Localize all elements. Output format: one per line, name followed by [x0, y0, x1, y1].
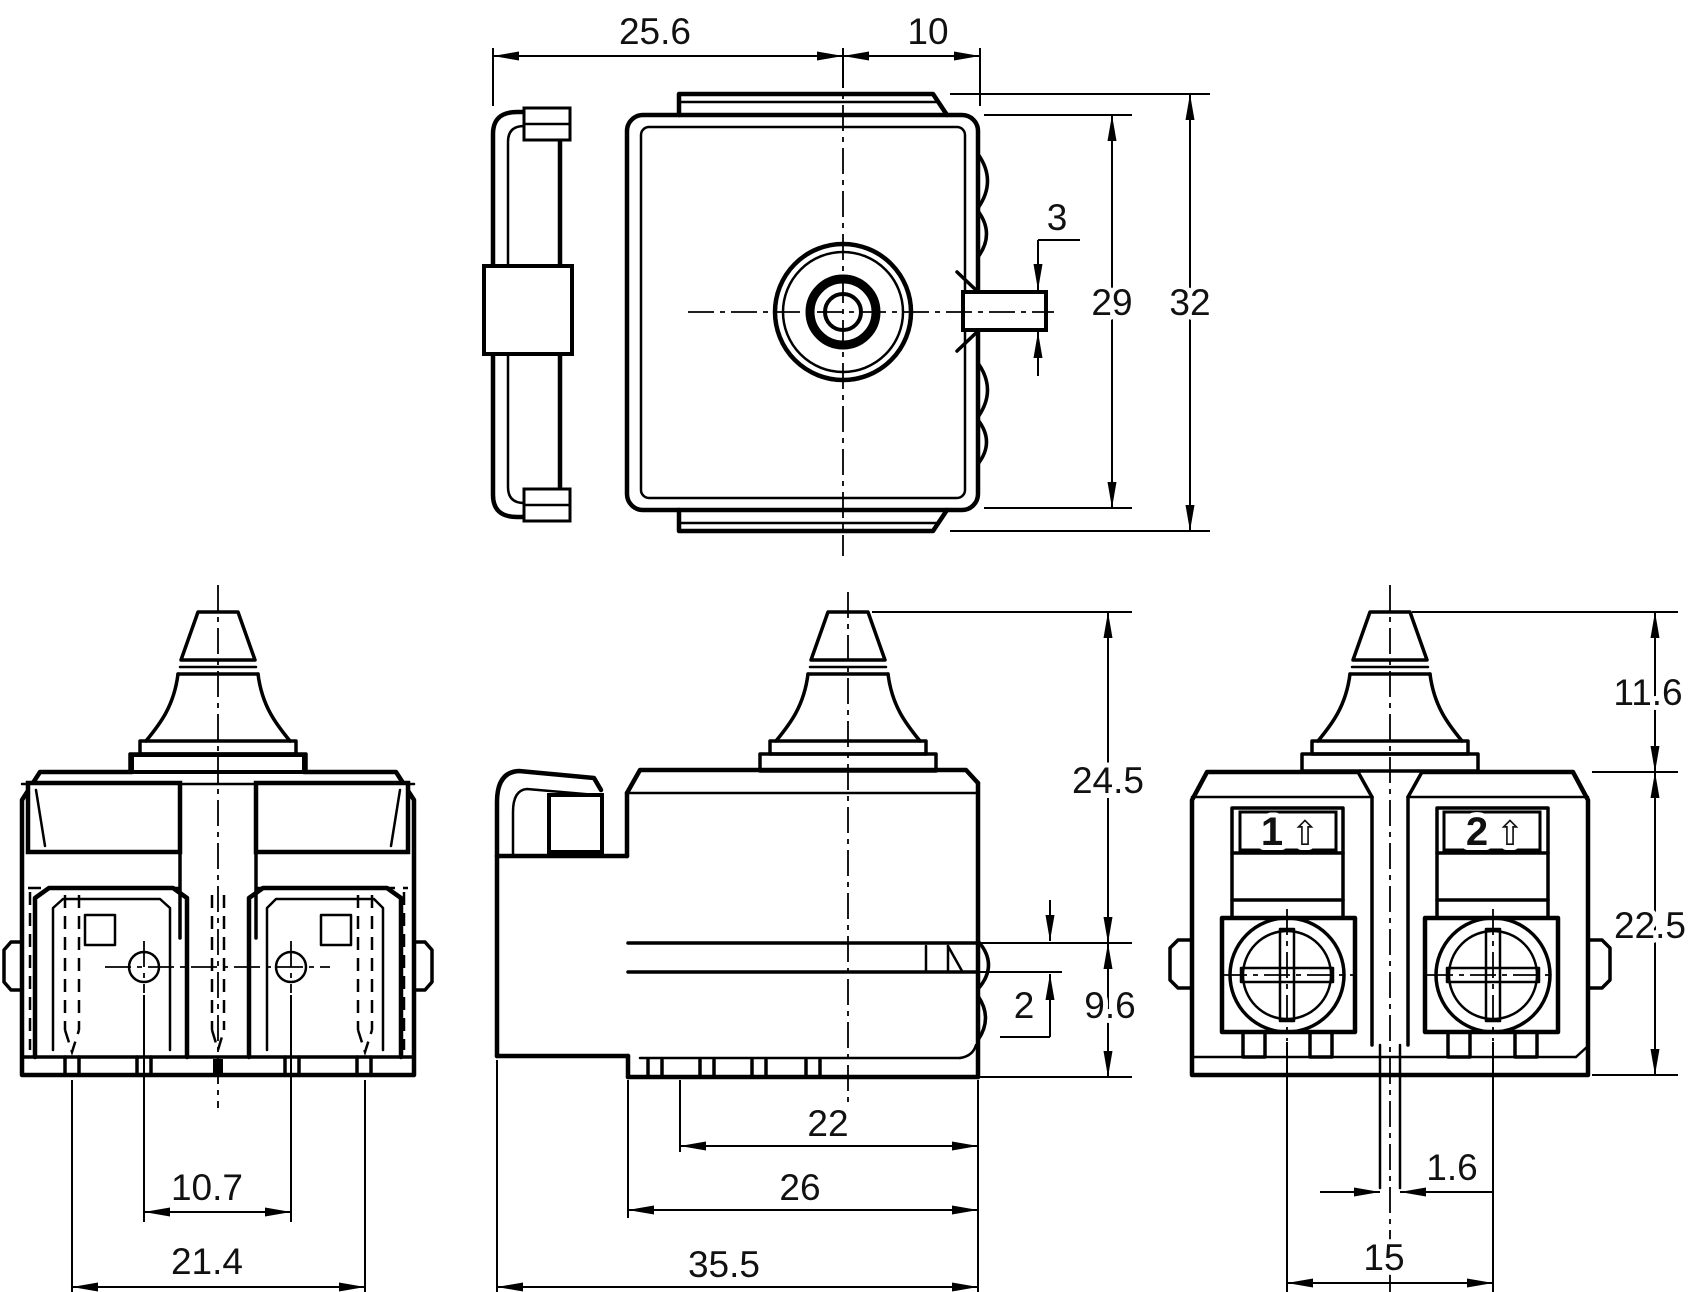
- mounting-ear-left: [2, 940, 24, 992]
- terminal-2-label: 2: [1466, 810, 1488, 854]
- front-view-dimensions: [71, 995, 366, 1292]
- front-view: 10.7 21.4: [2, 585, 434, 1292]
- dim-25-6: 25.6: [619, 11, 691, 52]
- dim-3: 3: [1047, 197, 1068, 238]
- bracket-side-block: [482, 264, 574, 356]
- bottom-plate: [676, 507, 950, 534]
- top-view-body: [624, 62, 1054, 556]
- mounting-ear-right: [1586, 938, 1612, 990]
- center-slot: [1356, 770, 1424, 1190]
- terminal-panel-1: 1 ⇧: [1219, 805, 1358, 1059]
- dim-22: 22: [807, 1103, 848, 1144]
- dim-24-5: 24.5: [1072, 760, 1144, 801]
- actuator-tab: [961, 290, 1048, 332]
- mounting-ear-right: [412, 940, 434, 992]
- dim-29: 29: [1091, 282, 1132, 323]
- dim-1-6: 1.6: [1426, 1147, 1477, 1188]
- terminal-panel-2: 2 ⇧: [1422, 805, 1561, 1059]
- front-hidden-lines: [28, 886, 408, 1057]
- front-window-left: [25, 780, 183, 855]
- dim-9-6: 9.6: [1084, 985, 1135, 1026]
- side-view: 24.5 2 9.6 22 26 35.5: [494, 592, 1149, 1292]
- dim-26: 26: [779, 1167, 820, 1208]
- dim-2: 2: [1014, 985, 1035, 1026]
- hole-centers: [105, 941, 330, 993]
- contact-pocket-right: [246, 885, 404, 1060]
- terminal-bump: [976, 152, 990, 210]
- contact-pocket-left: [32, 885, 190, 1060]
- top-view-dimensions: [492, 48, 1210, 532]
- dim-10: 10: [907, 11, 948, 52]
- terminal-1-label: 1: [1261, 810, 1283, 854]
- wire-hook: [494, 768, 604, 859]
- up-arrow-icon: ⇧: [1496, 815, 1525, 853]
- terminal-strip-side: [626, 939, 991, 1042]
- dim-32: 32: [1169, 282, 1210, 323]
- side-view-dimensions: [496, 611, 1132, 1292]
- dim-15: 15: [1363, 1237, 1404, 1278]
- front-window-right: [253, 780, 411, 855]
- top-view: 25.6 10 3 29 32: [482, 6, 1216, 556]
- terminal-bump: [976, 361, 990, 419]
- mounting-ear-left: [1168, 938, 1194, 990]
- dim-10-7: 10.7: [171, 1167, 243, 1208]
- top-view-left-bracket: [482, 106, 574, 523]
- back-view: 1 ⇧ 2 ⇧: [1168, 585, 1691, 1292]
- terminal-bump: [976, 209, 989, 259]
- dim-22-5: 22.5: [1614, 905, 1686, 946]
- screw-terminal-1: [1219, 907, 1355, 1043]
- back-view-dimensions: [1286, 611, 1678, 1292]
- dim-11-6: 11.6: [1613, 672, 1682, 713]
- dim-35-5: 35.5: [688, 1244, 760, 1285]
- side-top-band: [624, 767, 981, 796]
- side-feet: [646, 1058, 822, 1079]
- up-arrow-icon: ⇧: [1291, 815, 1320, 853]
- dim-21-4: 21.4: [171, 1241, 243, 1282]
- screw-terminal-2: [1425, 907, 1561, 1043]
- top-plate: [676, 91, 950, 118]
- terminal-bump: [976, 418, 989, 466]
